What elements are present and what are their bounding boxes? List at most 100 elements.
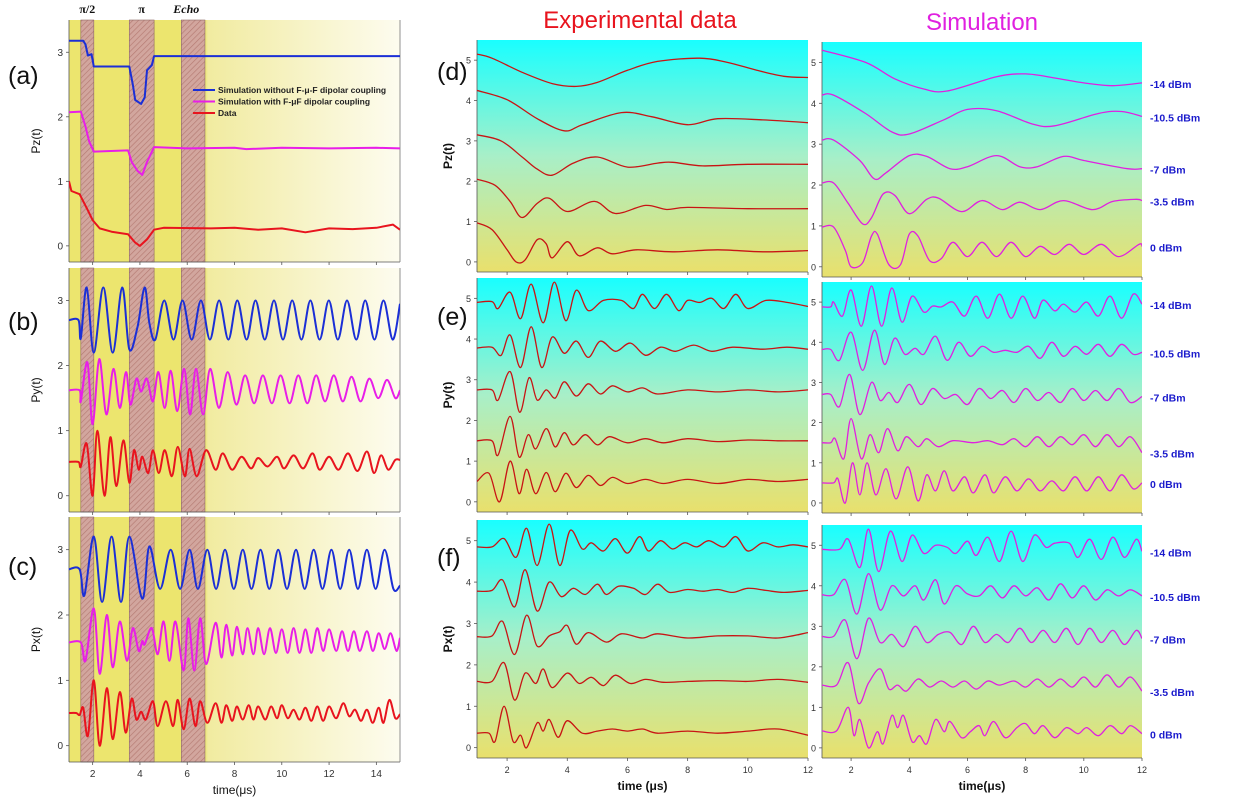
- x-tick-label: 8: [1023, 765, 1028, 775]
- y-tick-label: 3: [57, 545, 63, 556]
- series-group: [477, 281, 808, 503]
- y-tick-label: 2: [811, 181, 816, 191]
- y-tick-label: 2: [466, 416, 471, 426]
- y-tick-label: 5: [811, 541, 816, 551]
- series-group: [822, 49, 1142, 270]
- series-line: [477, 614, 808, 656]
- y-tick-label: 1: [466, 217, 471, 227]
- plot-background: [69, 20, 400, 262]
- y-axis-label: Px(t): [441, 626, 455, 653]
- y-tick-label: 0: [811, 262, 816, 272]
- series-line: [477, 705, 808, 749]
- x-tick-label: 6: [184, 769, 190, 780]
- power-label: -7 dBm: [1150, 634, 1186, 646]
- power-label: 0 dBm: [1150, 479, 1182, 491]
- y-tick-label: 1: [57, 426, 63, 437]
- title-experimental-data: Experimental data: [543, 7, 737, 34]
- x-tick-label: 6: [965, 765, 970, 775]
- series-line: [69, 429, 400, 497]
- panel-label: (e): [437, 303, 468, 331]
- series-line: [822, 224, 1142, 270]
- y-tick-label: 0: [466, 497, 471, 507]
- x-tick-label: 4: [565, 765, 570, 775]
- y-tick-label: 0: [57, 491, 63, 502]
- y-axis-label: Py(t): [441, 382, 455, 409]
- series-line: [822, 662, 1142, 705]
- x-tick-label: 2: [849, 765, 854, 775]
- panel-a: 0 1 2 3 Pz(t) (a) Simulation without F-μ-F dip…: [8, 2, 401, 265]
- power-label: -10.5 dBm: [1150, 592, 1200, 604]
- pulse-label: π: [138, 2, 145, 16]
- y-tick-label: 2: [811, 662, 816, 672]
- x-tick-label: 12: [324, 769, 336, 780]
- series-line: [477, 222, 808, 264]
- y-tick-label: 2: [57, 112, 63, 123]
- y-tick-label: 1: [57, 177, 63, 188]
- series-line: [822, 285, 1142, 327]
- y-tick-label: 3: [811, 622, 816, 632]
- x-tick-label: 4: [907, 765, 912, 775]
- series-line: [477, 523, 808, 567]
- x-tick-label: 8: [685, 765, 690, 775]
- panel-d-sim: 0 1 2 3 4 5 -14 dBm -10.5 dBm -7 dBm -3.5 dBm 0 dB…: [811, 42, 1200, 280]
- legend-entry: Simulation with F-μF dipolar coupling: [218, 97, 370, 107]
- pulse-region: [80, 516, 95, 763]
- panel-label: (f): [437, 544, 461, 572]
- series-line: [69, 607, 400, 675]
- power-label: -14 dBm: [1150, 300, 1191, 312]
- y-tick-label: 3: [811, 378, 816, 388]
- power-label: -7 dBm: [1150, 392, 1186, 404]
- series-line: [822, 417, 1142, 460]
- legend-entry: Simulation without F-μ-F dipolar couplin…: [218, 85, 386, 95]
- series-line: [477, 134, 808, 176]
- y-tick-label: 4: [466, 578, 471, 588]
- series-line: [69, 181, 400, 247]
- panel-label: (c): [8, 553, 37, 581]
- series-group: [69, 286, 400, 497]
- y-tick-label: 3: [57, 48, 63, 59]
- series-line: [477, 569, 808, 612]
- panel-e-exp: 0 1 2 3 4 5 Py(t) (e): [437, 278, 809, 515]
- pulse-region: [128, 19, 155, 263]
- series-line: [822, 180, 1142, 226]
- series-group: [822, 285, 1142, 504]
- y-tick-label: 0: [466, 257, 471, 267]
- pulse-label: π/2: [79, 2, 95, 16]
- power-label: -3.5 dBm: [1150, 687, 1194, 699]
- series-group: [69, 535, 400, 747]
- series-line: [69, 358, 400, 426]
- y-tick-label: 1: [811, 221, 816, 231]
- series-line: [69, 286, 400, 354]
- series-line: [822, 706, 1142, 749]
- x-axis-label: time(μs): [959, 779, 1006, 793]
- power-label: -3.5 dBm: [1150, 197, 1194, 209]
- series-line: [822, 49, 1142, 93]
- power-label: 0 dBm: [1150, 730, 1182, 742]
- y-axis-label: Py(t): [29, 377, 43, 402]
- series-line: [822, 93, 1142, 136]
- y-axis-label: Pz(t): [29, 128, 43, 153]
- y-tick-label: 0: [811, 498, 816, 508]
- y-tick-label: 0: [466, 743, 471, 753]
- x-tick-label: 12: [803, 765, 813, 775]
- series-line: [477, 178, 808, 219]
- x-axis-label: time(μs): [213, 783, 257, 797]
- series-line: [477, 53, 808, 88]
- panel-e-sim: 0 1 2 3 4 5 -14 dBm -10.5 dBm -7 dBm -3.5 dBm 0 dB…: [811, 282, 1200, 516]
- y-tick-label: 2: [466, 660, 471, 670]
- y-tick-label: 3: [466, 136, 471, 146]
- panel-label: (b): [8, 308, 39, 336]
- legend-entry: Data: [218, 108, 237, 118]
- series-line: [822, 462, 1142, 504]
- series-line: [477, 661, 808, 701]
- y-axis-label: Px(t): [29, 627, 43, 652]
- y-tick-label: 5: [466, 56, 471, 66]
- y-tick-label: 1: [811, 703, 816, 713]
- series-group: [477, 53, 808, 264]
- power-label: -14 dBm: [1150, 79, 1191, 91]
- series-line: [69, 39, 400, 105]
- power-label: -3.5 dBm: [1150, 449, 1194, 461]
- power-label: -10.5 dBm: [1150, 348, 1200, 360]
- series-group: [69, 39, 400, 247]
